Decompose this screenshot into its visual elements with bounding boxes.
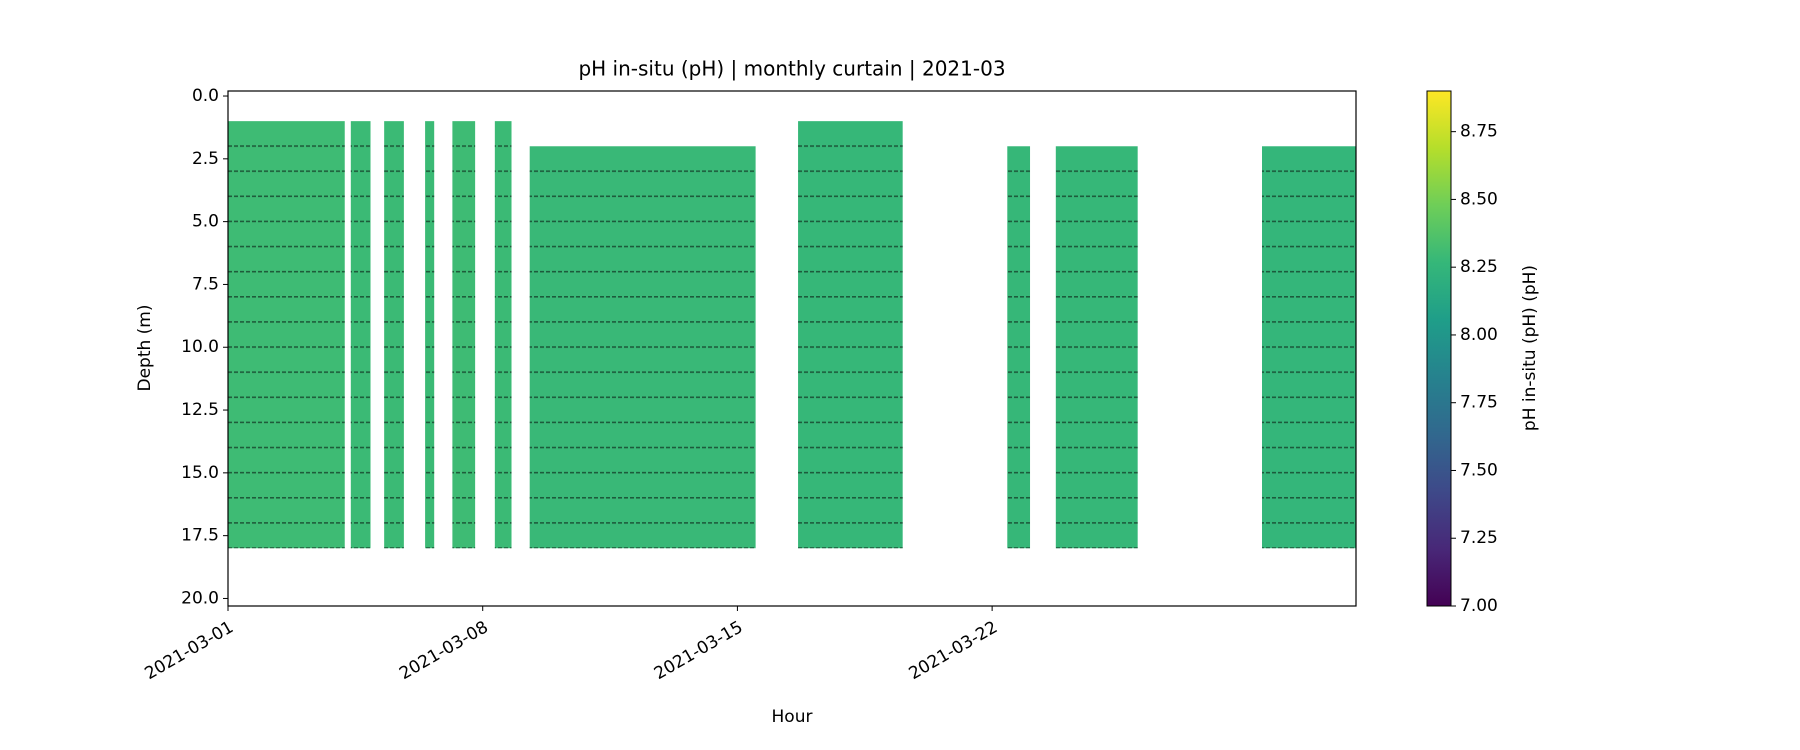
- y-tick-label: 0.0: [192, 86, 219, 106]
- colorbar-tick-label: 8.75: [1460, 122, 1498, 142]
- y-tick-label: 20.0: [181, 588, 219, 608]
- colorbar-tick-label: 8.00: [1460, 325, 1498, 345]
- y-tick-label: 5.0: [192, 212, 219, 232]
- sample-rows: [529, 168, 756, 549]
- y-tick-label: 2.5: [192, 149, 219, 169]
- colorbar-tick-label: 7.75: [1460, 393, 1498, 413]
- colorbar-tick-label: 8.25: [1460, 257, 1498, 277]
- y-tick-label: 7.5: [192, 274, 219, 294]
- chart-title: pH in-situ (pH) | monthly curtain | 2021…: [578, 57, 1005, 81]
- x-axis-label: Hour: [772, 707, 813, 727]
- colorbar-tick-label: 8.50: [1460, 189, 1498, 209]
- y-tick-label: 12.5: [181, 400, 219, 420]
- y-tick-label: 17.5: [181, 526, 219, 546]
- sample-rows: [1007, 168, 1031, 549]
- y-tick-label: 10.0: [181, 337, 219, 357]
- x-tick-label: 2021-03-22: [906, 617, 1002, 684]
- sample-rows: [1262, 168, 1356, 549]
- x-tick-label: 2021-03-08: [396, 617, 492, 684]
- colorbar-tick-label: 7.25: [1460, 528, 1498, 548]
- colorbar-tick-label: 7.00: [1460, 596, 1498, 616]
- sample-rows: [384, 143, 404, 549]
- sample-rows: [452, 143, 476, 549]
- sample-rows: [425, 143, 435, 549]
- x-tick-label: 2021-03-15: [651, 617, 747, 684]
- y-tick-label: 15.0: [181, 463, 219, 483]
- sample-rows: [350, 143, 371, 549]
- colorbar-label: pH in-situ (pH) (pH): [1520, 265, 1540, 431]
- sample-rows: [1055, 168, 1138, 549]
- plot-frame: [227, 90, 1357, 607]
- colorbar-tick-label: 7.50: [1460, 460, 1498, 480]
- y-axis-label: Depth (m): [135, 304, 155, 391]
- x-tick-label: 2021-03-01: [141, 617, 237, 684]
- colorbar: [1426, 90, 1452, 607]
- sample-rows: [494, 143, 512, 549]
- sample-rows: [228, 143, 345, 549]
- sample-rows: [798, 143, 903, 549]
